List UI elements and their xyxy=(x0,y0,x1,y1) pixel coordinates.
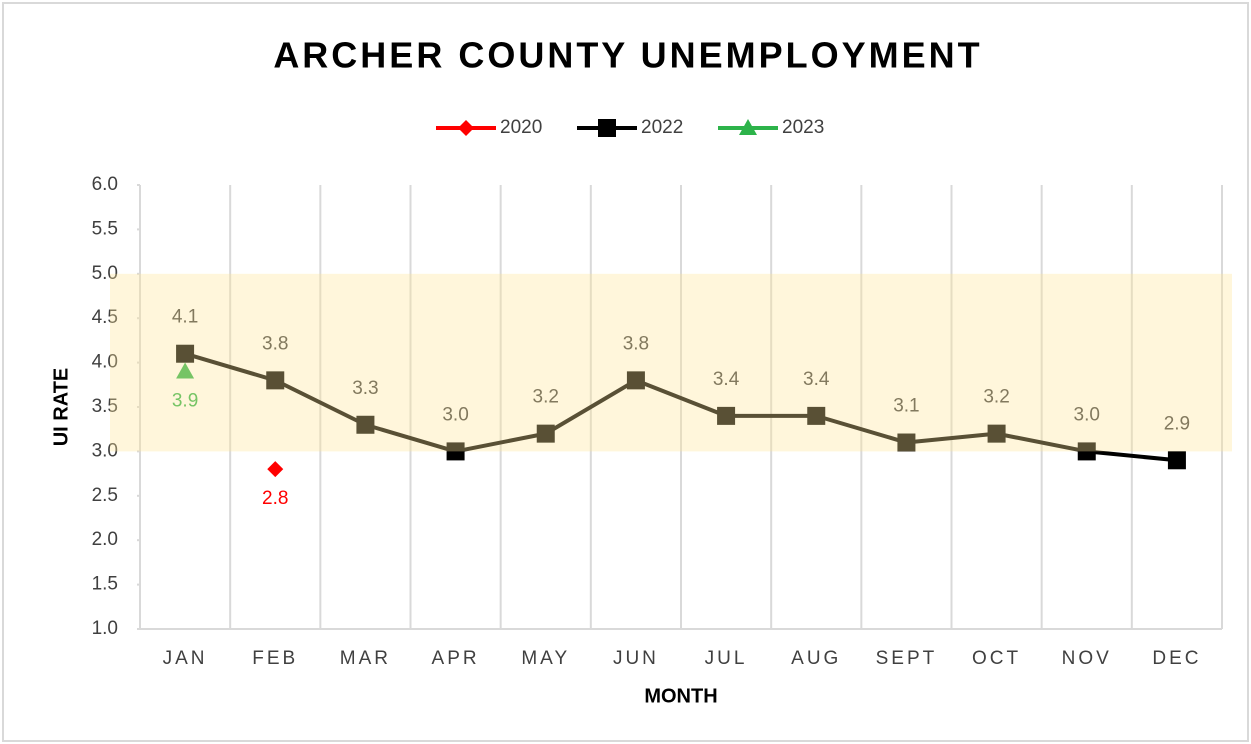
y-tick-label: 6.0 xyxy=(92,174,118,195)
marker xyxy=(267,461,284,478)
x-tick-label: DEC xyxy=(1152,648,1201,669)
data-label: 2.8 xyxy=(262,488,288,509)
x-tick-label: MAR xyxy=(340,648,391,669)
marker xyxy=(176,362,195,379)
y-axis-label: UI RATE xyxy=(50,368,72,447)
data-label: 3.8 xyxy=(623,333,649,354)
x-tick-label: AUG xyxy=(791,648,841,669)
data-label: 3.2 xyxy=(533,387,559,408)
legend-label: 2023 xyxy=(782,117,824,138)
data-label: 3.9 xyxy=(172,390,198,411)
y-tick-label: 4.5 xyxy=(92,307,118,328)
data-label: 4.1 xyxy=(172,307,198,328)
marker xyxy=(897,433,916,452)
y-tick-label: 2.0 xyxy=(92,529,118,550)
y-tick-label: 3.0 xyxy=(92,440,118,461)
data-label: 3.4 xyxy=(713,369,740,390)
series-line xyxy=(184,351,1178,463)
highlight-band xyxy=(110,273,1232,452)
marker xyxy=(987,424,1006,443)
x-axis-label: MONTH xyxy=(644,685,717,707)
x-tick-label: FEB xyxy=(252,648,298,669)
legend-label: 2020 xyxy=(500,117,542,138)
x-tick-label: OCT xyxy=(972,648,1021,669)
marker xyxy=(446,442,465,461)
x-tick-label: SEPT xyxy=(876,648,938,669)
data-label: 2.9 xyxy=(1164,413,1190,434)
data-label: 3.0 xyxy=(1074,404,1100,425)
marker xyxy=(717,406,736,425)
marker xyxy=(266,371,285,390)
data-label: 3.4 xyxy=(803,369,830,390)
x-tick-label: APR xyxy=(432,648,480,669)
x-tick-label: JAN xyxy=(163,648,208,669)
x-tick-label: JUL xyxy=(705,648,748,669)
marker xyxy=(536,424,555,443)
marker xyxy=(458,120,474,136)
data-label: 3.3 xyxy=(352,378,378,399)
marker xyxy=(1077,442,1096,461)
x-tick-label: MAY xyxy=(521,648,570,669)
marker xyxy=(598,119,616,137)
legend-label: 2022 xyxy=(641,117,683,138)
data-label: 3.8 xyxy=(262,333,288,354)
marker xyxy=(807,406,826,425)
marker xyxy=(1167,451,1186,470)
y-tick-label: 3.5 xyxy=(92,396,118,417)
x-tick-label: JUN xyxy=(613,648,659,669)
data-label: 3.0 xyxy=(442,404,468,425)
marker xyxy=(356,415,375,434)
y-tick-label: 1.5 xyxy=(92,574,118,595)
data-label: 3.2 xyxy=(983,387,1009,408)
y-tick-label: 2.5 xyxy=(92,485,118,506)
chart-title: ARCHER COUNTY UNEMPLOYMENT xyxy=(273,35,982,76)
y-tick-label: 5.0 xyxy=(92,263,118,284)
y-tick-label: 5.5 xyxy=(92,218,118,239)
data-label: 3.1 xyxy=(893,396,919,417)
x-tick-label: NOV xyxy=(1062,648,1112,669)
marker xyxy=(176,344,195,363)
marker xyxy=(626,371,645,390)
marker xyxy=(739,119,757,135)
y-tick-label: 1.0 xyxy=(92,618,118,639)
y-tick-label: 4.0 xyxy=(92,352,118,373)
